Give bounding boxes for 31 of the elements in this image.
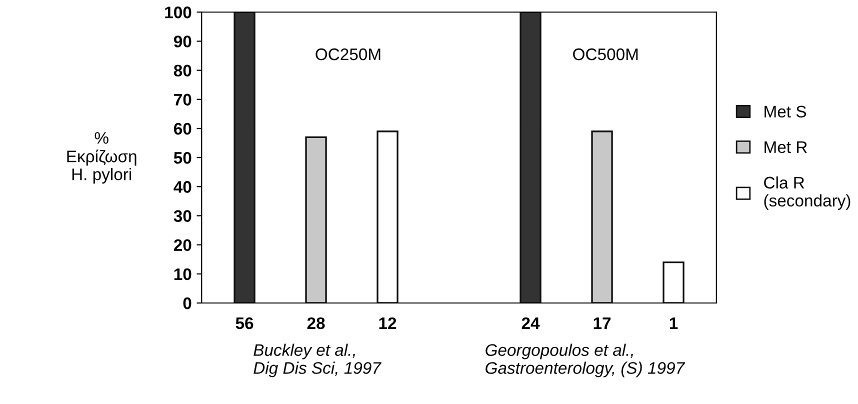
bar <box>662 261 684 303</box>
y-tick-label: 0 <box>183 297 192 310</box>
legend-label: Met R <box>764 141 807 154</box>
bar <box>305 136 327 303</box>
y-tick-label: 10 <box>174 268 192 280</box>
bar <box>376 130 398 303</box>
y-tick-label: 50 <box>174 152 192 164</box>
y-tick-label: 80 <box>174 64 192 76</box>
y-axis-title: % Εκρίζωση H. pylori <box>67 132 136 184</box>
y-tick-label: 60 <box>174 122 192 135</box>
y-tick-label: 20 <box>174 239 192 252</box>
x-tick-label: 28 <box>307 317 325 330</box>
y-tick-label: 100 <box>165 6 192 18</box>
y-tick-label: 90 <box>174 36 192 48</box>
annotation: OC500M <box>573 48 638 60</box>
text: Georgopoulos et al., Gastroenterology, (S) 1997 <box>486 344 686 378</box>
x-tick-label: 56 <box>236 317 254 330</box>
bar <box>591 130 613 303</box>
x-tick-label: 1 <box>670 318 678 329</box>
y-tick-label: 40 <box>174 181 192 193</box>
bar <box>520 12 542 303</box>
y-tick-label: 70 <box>174 94 192 106</box>
text: Buckley et al., Dig Dis Sci, 1997 <box>254 344 382 378</box>
annotation: OC250M <box>316 48 380 60</box>
y-tick-label: 30 <box>174 210 192 222</box>
x-tick-label: 24 <box>522 317 540 329</box>
legend-label: Cla R (secondary) <box>764 176 850 210</box>
x-tick-label: 12 <box>379 317 396 329</box>
x-tick-label: 17 <box>594 318 611 329</box>
legend-label: Met S <box>764 106 806 118</box>
bar <box>234 12 256 303</box>
